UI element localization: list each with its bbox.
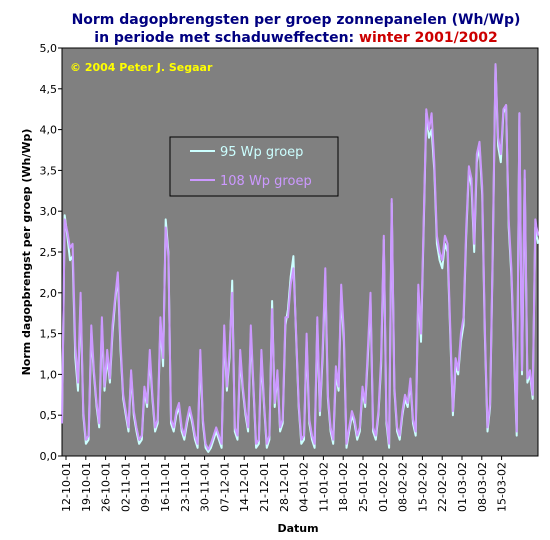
x-tick-label: 14-12-01 xyxy=(238,462,251,512)
x-tick-label: 25-01-02 xyxy=(357,462,370,512)
x-tick-label: 08-02-02 xyxy=(397,462,410,512)
chart-subtitle-highlight: winter 2001/2002 xyxy=(359,30,498,46)
chart-subtitle-prefix: in periode met schaduweffecten: xyxy=(94,30,359,46)
x-tick-label: 02-11-01 xyxy=(119,462,132,512)
y-axis-label: Norm dagopbrengst per groep (Wh/Wp) xyxy=(20,129,33,376)
series-layer xyxy=(61,63,539,453)
plot-area xyxy=(61,47,539,457)
x-tick-label: 23-11-01 xyxy=(179,462,192,512)
y-tick-label: 0,5 xyxy=(40,409,58,422)
y-tick-label: 1,0 xyxy=(40,368,58,381)
y-tick-label: 2,5 xyxy=(40,246,58,259)
chart-title: Norm dagopbrengsten per groep zonnepanel… xyxy=(72,12,521,28)
x-tick-label: 09-11-01 xyxy=(139,462,152,512)
series-line-108wp xyxy=(61,63,539,451)
chart-subtitle: in periode met schaduweffecten: winter 2… xyxy=(94,30,497,46)
y-tick-label: 3,0 xyxy=(40,205,58,218)
y-tick-label: 0,0 xyxy=(40,450,58,463)
y-axis: 0,0 0,5 1,0 1,5 2,0 2,5 3,0 3,5 4,0 4,5 5,0 xyxy=(40,42,62,463)
y-tick-label: 4,0 xyxy=(40,124,58,137)
legend-label-95wp: 95 Wp groep xyxy=(220,145,303,160)
x-tick-label: 12-10-01 xyxy=(60,462,73,512)
x-tick-label: 11-01-02 xyxy=(317,462,330,512)
x-tick-label: 19-10-01 xyxy=(80,462,93,512)
x-tick-label: 30-11-01 xyxy=(199,462,212,512)
x-tick-label: 26-10-01 xyxy=(100,462,113,512)
x-axis-label: Datum xyxy=(277,522,318,535)
x-tick-label: 01-03-02 xyxy=(456,462,469,512)
y-tick-label: 4,5 xyxy=(40,83,58,96)
x-tick-label: 18-01-02 xyxy=(337,462,350,512)
legend-box xyxy=(169,136,339,197)
y-tick-label: 2,0 xyxy=(40,287,58,300)
y-tick-label: 1,5 xyxy=(40,328,58,341)
legend: 95 Wp groep 108 Wp groep xyxy=(169,136,339,197)
x-tick-label: 07-12-01 xyxy=(218,462,231,512)
x-tick-label: 15-03-02 xyxy=(496,462,509,512)
x-tick-label: 28-12-01 xyxy=(278,462,291,512)
x-tick-label: 04-01-02 xyxy=(298,462,311,512)
legend-label-108wp: 108 Wp groep xyxy=(220,174,312,189)
x-tick-label: 15-02-02 xyxy=(416,462,429,512)
x-tick-label: 01-02-02 xyxy=(377,462,390,512)
y-tick-label: 5,0 xyxy=(40,42,58,55)
copyright-note: © 2004 Peter J. Segaar xyxy=(70,61,213,74)
x-axis: 12-10-01 19-10-01 26-10-01 02-11-01 09-11-01… xyxy=(60,456,509,512)
x-tick-label: 21-12-01 xyxy=(258,462,271,512)
x-tick-label: 08-03-02 xyxy=(476,462,489,512)
x-tick-label: 16-11-01 xyxy=(159,462,172,512)
x-tick-label: 22-02-02 xyxy=(436,462,449,512)
y-tick-label: 3,5 xyxy=(40,164,58,177)
